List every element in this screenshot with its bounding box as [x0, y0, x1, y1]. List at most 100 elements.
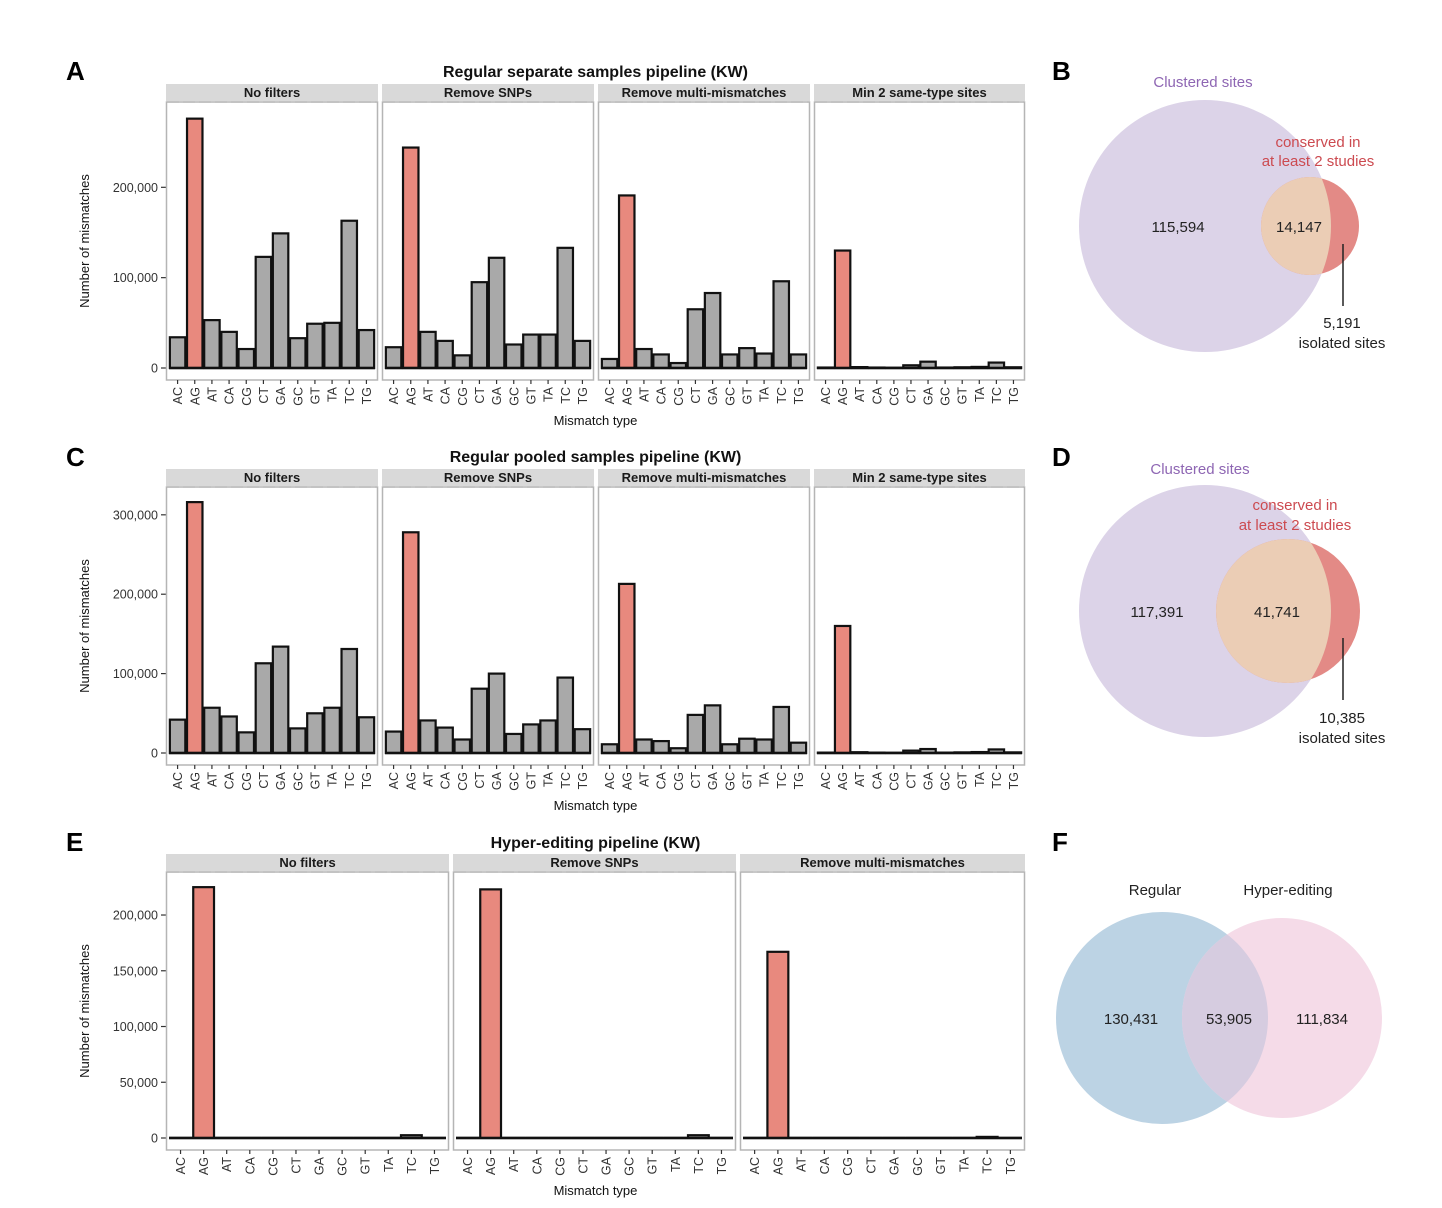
bar-cg: [453, 354, 472, 370]
y-tick-label: 100,000: [113, 1020, 158, 1034]
panel-letter-b: B: [1052, 56, 1071, 86]
x-tick-label: CA: [223, 771, 237, 789]
x-tick-label: CT: [904, 387, 918, 404]
x-tick-label: CA: [818, 1156, 832, 1174]
x-tick-label: CT: [864, 1157, 878, 1174]
y-axis-label: Number of mismatches: [77, 174, 92, 308]
x-tick-label: TA: [542, 771, 556, 787]
bar-ac: [384, 730, 403, 755]
bar-gc: [288, 727, 307, 755]
y-tick-label: 100,000: [113, 271, 158, 285]
x-tick-label: GA: [600, 1156, 614, 1175]
bar-ag: [766, 950, 790, 1140]
bar-gc: [504, 732, 523, 755]
x-tick-label: AT: [421, 772, 435, 787]
venn-panel-f: F Regular Hyper-editing 130,431 53,905 1…: [1052, 827, 1382, 1124]
x-tick-label: AT: [507, 1157, 521, 1172]
x-tick-label: AT: [421, 387, 435, 402]
x-tick-label: AG: [620, 772, 634, 790]
x-tick-label: TG: [715, 1157, 729, 1174]
bar-ag: [617, 194, 636, 370]
bar-ct: [470, 687, 489, 755]
x-tick-label: CT: [689, 387, 703, 404]
x-tick-label: GT: [740, 387, 754, 405]
x-tick-label: CA: [870, 386, 884, 404]
bar-at: [203, 319, 221, 370]
bar-ag: [833, 249, 852, 370]
facet-strip: [382, 84, 594, 101]
venn-b-circle-clustered: [1079, 100, 1331, 352]
x-tick-label: AC: [387, 387, 401, 404]
x-tick-label: GT: [308, 387, 322, 405]
x-tick-label: TG: [792, 387, 806, 404]
chart-panel-a: A Regular separate samples pipeline (KW) N…: [66, 56, 1026, 428]
x-tick-label: CT: [257, 772, 271, 789]
facet-strip-label: Remove multi-mismatches: [622, 470, 787, 485]
x-tick-label: TA: [957, 1156, 971, 1172]
bar-tg: [357, 716, 376, 755]
x-tick-label: CG: [456, 387, 470, 406]
bar-tg: [789, 353, 808, 370]
bar-ag: [833, 624, 852, 755]
bar-tc: [556, 676, 575, 755]
bar-tc: [772, 705, 791, 755]
x-tick-label: CG: [553, 1157, 567, 1176]
facet-no-filters: No filters AC AG AT CA CG CT GA GC GT TA TC TG: [165, 84, 379, 406]
bar-tc: [340, 219, 359, 370]
x-tick-label: GA: [706, 771, 720, 790]
facet-strip: [814, 469, 1025, 486]
x-tick-label: GC: [336, 1157, 350, 1176]
x-tick-label: GA: [490, 771, 504, 790]
x-tick-label: AG: [771, 1157, 785, 1175]
venn-f-only2-count: 111,834: [1296, 1011, 1348, 1028]
facet-strip: [166, 84, 378, 101]
x-tick-label: CA: [530, 1156, 544, 1174]
bar-gt: [306, 322, 324, 370]
x-tick-label: TA: [973, 386, 987, 402]
bar-tg: [789, 741, 808, 755]
bar-ca: [220, 715, 238, 755]
y-axis-label: Number of mismatches: [77, 944, 92, 1078]
x-axis-label: Mismatch type: [554, 798, 638, 813]
x-tick-label: AT: [220, 1157, 234, 1172]
facet-remove-multi-mismatches: Remove multi-mismatches AC AG AT CA CG CT GA GC G…: [739, 854, 1026, 1176]
x-tick-label: CT: [289, 1157, 303, 1174]
bar-ct: [686, 713, 705, 755]
x-tick-label: TC: [343, 772, 357, 789]
bar-ag: [479, 888, 503, 1140]
x-tick-label: TG: [360, 772, 374, 789]
bar-ac: [384, 346, 403, 370]
bar-gt: [738, 347, 756, 370]
bar-ct: [686, 308, 705, 370]
venn-b-overlap: [1261, 177, 1331, 275]
venn-b-only2-count: 5,191: [1323, 315, 1361, 332]
facet-strip-label: Remove SNPs: [444, 470, 532, 485]
bar-ta: [323, 706, 341, 755]
venn-f-only1-count: 130,431: [1104, 1011, 1158, 1028]
x-tick-label: CT: [473, 387, 487, 404]
bar-ag: [192, 886, 216, 1140]
x-tick-label: AG: [188, 387, 202, 405]
bar-gt: [522, 333, 540, 370]
x-tick-label: AG: [836, 772, 850, 790]
bar-ca: [652, 739, 670, 755]
bar-at: [203, 706, 221, 755]
bar-ga: [703, 291, 722, 370]
venn-b-only1-count: 115,594: [1151, 219, 1204, 236]
x-tick-label: GT: [740, 772, 754, 790]
y-tick-label: 0: [151, 362, 158, 376]
bar-ac: [168, 336, 187, 370]
x-tick-label: AT: [205, 387, 219, 402]
facet-strip: [453, 854, 736, 871]
panel-letter-a: A: [66, 56, 85, 86]
x-tick-label: AT: [205, 772, 219, 787]
bar-ga: [487, 672, 506, 755]
x-tick-label: GT: [934, 1157, 948, 1175]
bar-ag: [401, 146, 420, 370]
x-tick-label: TG: [1004, 1157, 1018, 1174]
x-tick-label: AC: [174, 1157, 188, 1174]
y-axis-label: Number of mismatches: [77, 559, 92, 693]
x-tick-label: AC: [748, 1157, 762, 1174]
y-tick-label: 300,000: [113, 508, 158, 522]
x-tick-label: GT: [359, 1157, 373, 1175]
